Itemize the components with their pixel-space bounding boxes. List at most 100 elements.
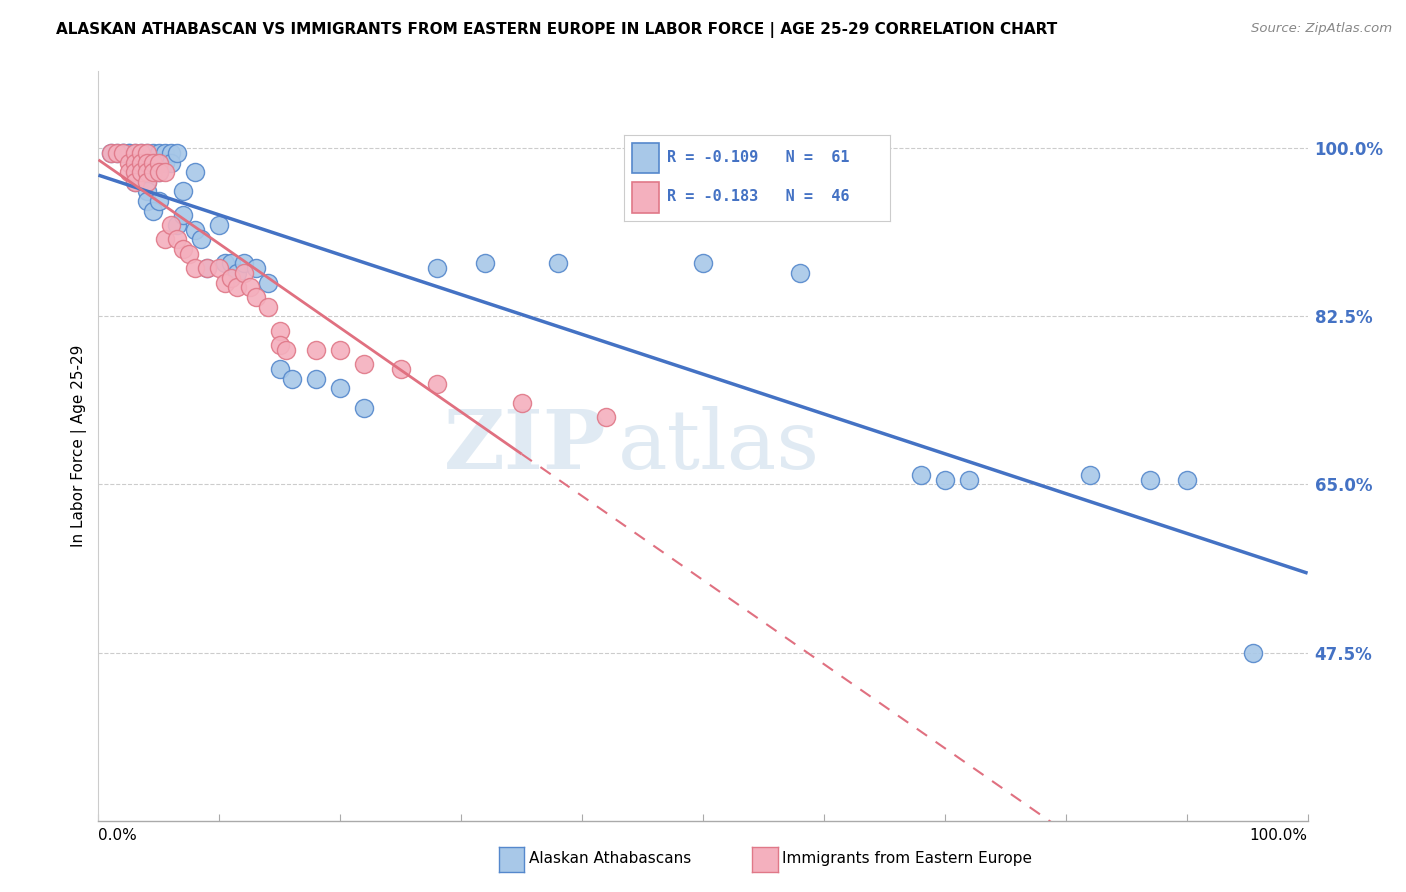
Point (269, 324, 291, 338)
Point (111, 146, 134, 161)
Point (129, 146, 152, 161)
Point (142, 155, 165, 169)
Point (135, 146, 157, 161)
Point (135, 175, 157, 189)
Point (148, 155, 170, 169)
Point (153, 232, 176, 246)
Point (281, 372, 304, 386)
Point (208, 261, 231, 276)
Point (100, 146, 122, 161)
Point (256, 276, 278, 290)
Point (934, 473, 956, 487)
Point (269, 362, 291, 376)
Point (957, 473, 980, 487)
Point (269, 338, 291, 352)
Point (692, 256, 714, 270)
Point (226, 266, 249, 280)
Point (129, 165, 152, 179)
Point (105, 146, 128, 161)
Point (184, 261, 207, 276)
Point (118, 165, 141, 179)
Point (221, 271, 243, 285)
Point (135, 194, 157, 208)
Point (124, 165, 146, 179)
Point (353, 401, 375, 415)
Point (153, 155, 176, 169)
Point (142, 165, 165, 179)
Point (172, 242, 194, 256)
Point (105, 146, 128, 161)
Text: Source: ZipAtlas.com: Source: ZipAtlas.com (1251, 22, 1392, 36)
Point (111, 146, 134, 161)
Point (353, 357, 375, 371)
Point (426, 376, 449, 391)
Point (135, 165, 157, 179)
Point (142, 146, 165, 161)
Text: ZIP: ZIP (444, 406, 606, 486)
Point (124, 155, 146, 169)
Point (124, 146, 146, 161)
Point (135, 155, 157, 169)
Point (111, 146, 134, 161)
Point (166, 146, 188, 161)
Point (274, 343, 297, 357)
Point (221, 256, 243, 270)
Point (595, 410, 617, 425)
Point (226, 280, 249, 294)
Point (1139, 473, 1161, 487)
Point (547, 256, 569, 270)
Point (305, 372, 328, 386)
Point (148, 165, 170, 179)
Point (160, 218, 183, 232)
Point (129, 155, 152, 169)
Point (148, 165, 170, 179)
Point (214, 276, 236, 290)
Point (232, 256, 254, 270)
Point (389, 362, 412, 376)
Text: atlas: atlas (619, 406, 821, 486)
Point (135, 175, 157, 189)
Point (142, 203, 165, 218)
Point (184, 165, 207, 179)
Point (1078, 467, 1101, 482)
Point (160, 146, 183, 161)
Point (135, 165, 157, 179)
Point (239, 280, 262, 294)
Text: Immigrants from Eastern Europe: Immigrants from Eastern Europe (782, 851, 1032, 865)
Point (179, 247, 201, 261)
Point (118, 155, 141, 169)
Point (426, 261, 449, 276)
Text: ALASKAN ATHABASCAN VS IMMIGRANTS FROM EASTERN EUROPE IN LABOR FORCE | AGE 25-29 : ALASKAN ATHABASCAN VS IMMIGRANTS FROM EA… (56, 22, 1057, 38)
Point (129, 146, 152, 161)
Point (118, 146, 141, 161)
Point (129, 155, 152, 169)
Point (135, 146, 157, 161)
Point (124, 146, 146, 161)
Point (148, 146, 170, 161)
Point (153, 165, 176, 179)
Point (153, 146, 176, 161)
Point (510, 396, 533, 410)
Point (148, 194, 170, 208)
Point (329, 343, 352, 357)
Y-axis label: In Labor Force | Age 25-29: In Labor Force | Age 25-29 (72, 345, 87, 547)
Point (100, 146, 122, 161)
Point (172, 209, 194, 223)
Point (118, 146, 141, 161)
Point (190, 232, 212, 246)
Point (232, 266, 254, 280)
Point (1241, 646, 1264, 660)
Point (305, 343, 328, 357)
Point (245, 290, 267, 304)
Point (245, 261, 267, 276)
Point (135, 185, 157, 199)
Point (124, 175, 146, 189)
Point (124, 175, 146, 189)
Point (195, 261, 218, 276)
Point (214, 256, 236, 270)
Point (195, 261, 218, 276)
Point (142, 155, 165, 169)
Point (124, 155, 146, 169)
Text: Alaskan Athabascans: Alaskan Athabascans (529, 851, 690, 865)
Point (910, 467, 932, 482)
